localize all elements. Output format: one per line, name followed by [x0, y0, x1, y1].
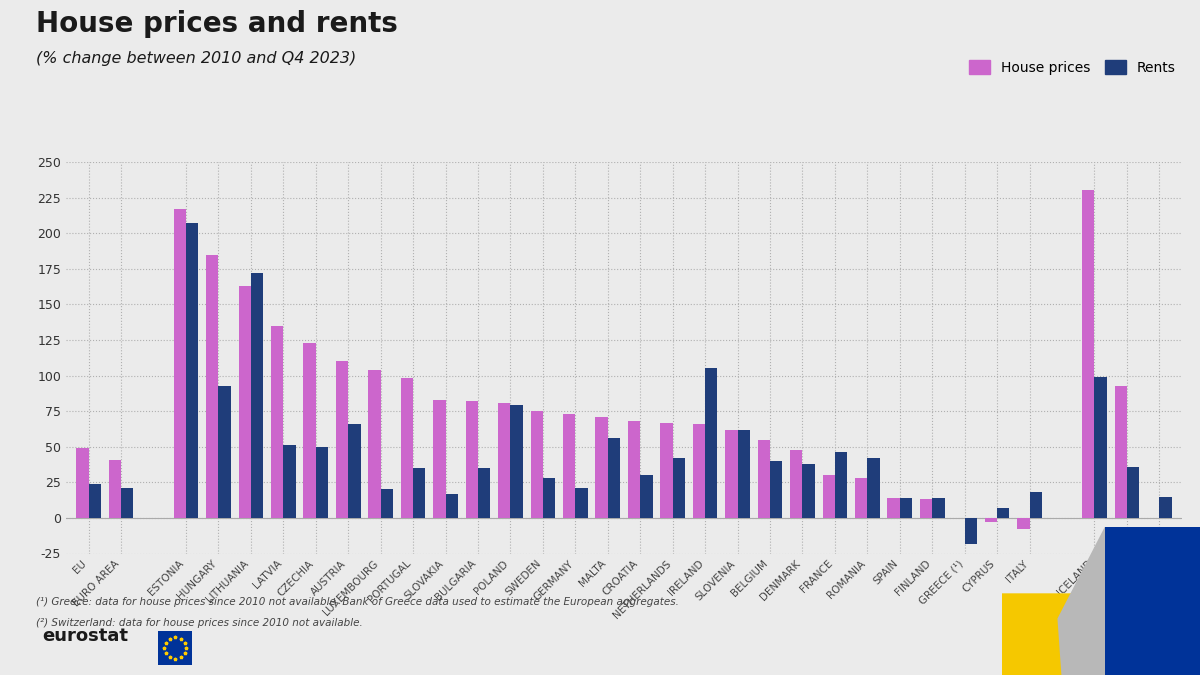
Bar — [770, 461, 782, 518]
Bar — [1082, 190, 1094, 518]
Bar — [673, 458, 685, 518]
Bar — [575, 488, 588, 518]
Bar — [692, 424, 706, 518]
Bar — [401, 379, 413, 518]
Text: (¹) Greece: data for house prices since 2010 not available, Bank of Greece data : (¹) Greece: data for house prices since … — [36, 597, 679, 608]
Bar — [1159, 497, 1171, 518]
Bar — [239, 286, 251, 518]
Bar — [445, 493, 458, 518]
Bar — [900, 498, 912, 518]
Bar — [510, 406, 523, 518]
Polygon shape — [1057, 526, 1151, 675]
Bar — [316, 447, 328, 518]
Bar — [304, 343, 316, 518]
Bar — [271, 326, 283, 518]
Bar — [1030, 492, 1042, 518]
Bar — [109, 460, 121, 518]
Bar — [932, 498, 944, 518]
Bar — [1094, 377, 1106, 518]
Bar — [660, 423, 673, 518]
Bar — [790, 450, 803, 518]
Bar — [595, 417, 607, 518]
Text: House prices and rents: House prices and rents — [36, 10, 398, 38]
Bar — [965, 518, 977, 543]
Legend: House prices, Rents: House prices, Rents — [964, 54, 1181, 80]
Bar — [563, 414, 575, 518]
Text: (% change between 2010 and Q4 2023): (% change between 2010 and Q4 2023) — [36, 51, 356, 65]
Bar — [822, 475, 835, 518]
Bar — [89, 484, 101, 518]
Bar — [607, 438, 620, 518]
Bar — [985, 518, 997, 522]
Bar — [738, 430, 750, 518]
Bar — [706, 369, 718, 518]
Polygon shape — [1105, 526, 1200, 675]
Bar — [368, 370, 380, 518]
Bar — [174, 209, 186, 518]
Bar — [835, 452, 847, 518]
Bar — [757, 439, 770, 518]
Bar — [498, 402, 510, 518]
Bar — [251, 273, 263, 518]
Text: eurostat: eurostat — [42, 626, 128, 645]
Bar — [283, 446, 295, 518]
Bar — [206, 254, 218, 518]
Bar — [336, 361, 348, 518]
Bar — [868, 458, 880, 518]
Text: (²) Switzerland: data for house prices since 2010 not available.: (²) Switzerland: data for house prices s… — [36, 618, 362, 628]
Bar — [218, 385, 230, 518]
Bar — [380, 489, 394, 518]
Bar — [542, 478, 556, 518]
Bar — [530, 411, 542, 518]
Bar — [920, 500, 932, 518]
Bar — [1018, 518, 1030, 529]
Bar — [121, 488, 133, 518]
Bar — [77, 448, 89, 518]
Bar — [433, 400, 445, 518]
Bar — [888, 498, 900, 518]
Bar — [1127, 466, 1139, 518]
Bar — [997, 508, 1009, 518]
Bar — [466, 401, 478, 518]
Bar — [641, 475, 653, 518]
Bar — [803, 464, 815, 518]
Bar — [186, 223, 198, 518]
Bar — [348, 424, 360, 518]
Bar — [854, 478, 868, 518]
Polygon shape — [1002, 593, 1111, 675]
Bar — [413, 468, 426, 518]
Bar — [478, 468, 491, 518]
Bar — [1115, 385, 1127, 518]
Bar — [725, 430, 738, 518]
Bar — [628, 421, 641, 518]
